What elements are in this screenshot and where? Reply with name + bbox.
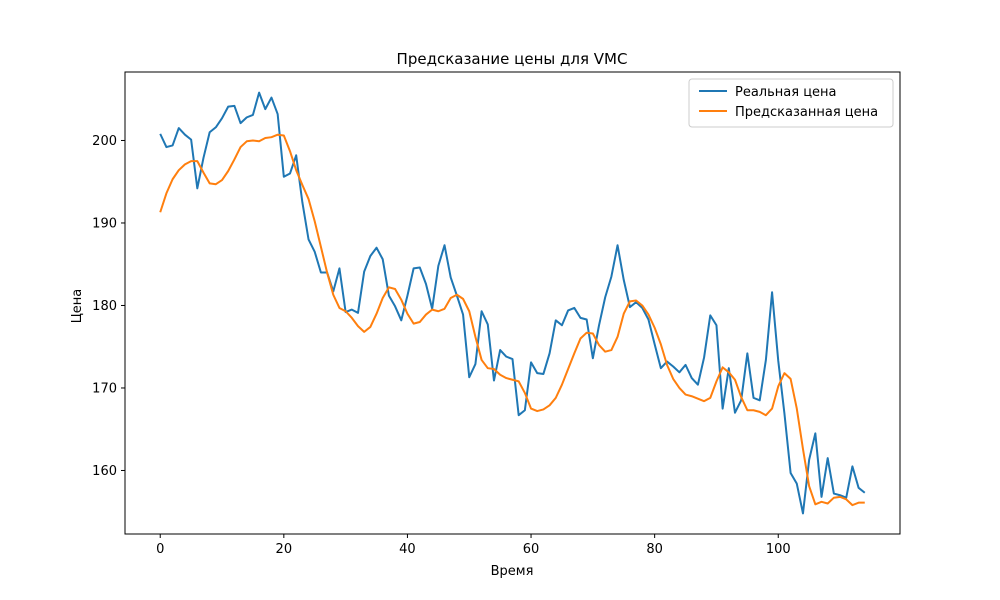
y-tick-label: 170: [92, 381, 117, 396]
y-tick-label: 160: [92, 464, 117, 479]
y-axis-label: Цена: [70, 289, 85, 324]
legend-label-1: Реальная цена: [735, 85, 837, 100]
y-tick-label: 190: [92, 216, 117, 231]
series-line-1: [159, 91, 866, 515]
legend: Реальная цена Предсказанная цена: [688, 78, 894, 128]
chart-title: Предсказание цены для VMC: [397, 50, 628, 68]
axes-frame: [124, 71, 901, 535]
x-axis-label: Время: [491, 564, 534, 579]
x-tick-label: 20: [276, 542, 293, 557]
x-tick-label: 0: [156, 542, 164, 557]
x-tick-label: 40: [399, 542, 416, 557]
x-tick-label: 100: [766, 542, 791, 557]
plot-area: 0 20 40 60 80 100 160 170 180 190 200: [92, 71, 901, 557]
x-tick-label: 60: [523, 542, 540, 557]
series-line-2: [159, 133, 865, 507]
legend-box: [688, 78, 894, 128]
x-tick-label: 80: [646, 542, 663, 557]
legend-label-2: Предсказанная цена: [735, 105, 878, 120]
y-tick-label: 200: [92, 134, 117, 149]
y-tick-label: 180: [92, 299, 117, 314]
